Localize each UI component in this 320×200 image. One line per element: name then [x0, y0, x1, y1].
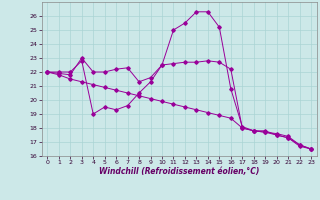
- X-axis label: Windchill (Refroidissement éolien,°C): Windchill (Refroidissement éolien,°C): [99, 167, 260, 176]
